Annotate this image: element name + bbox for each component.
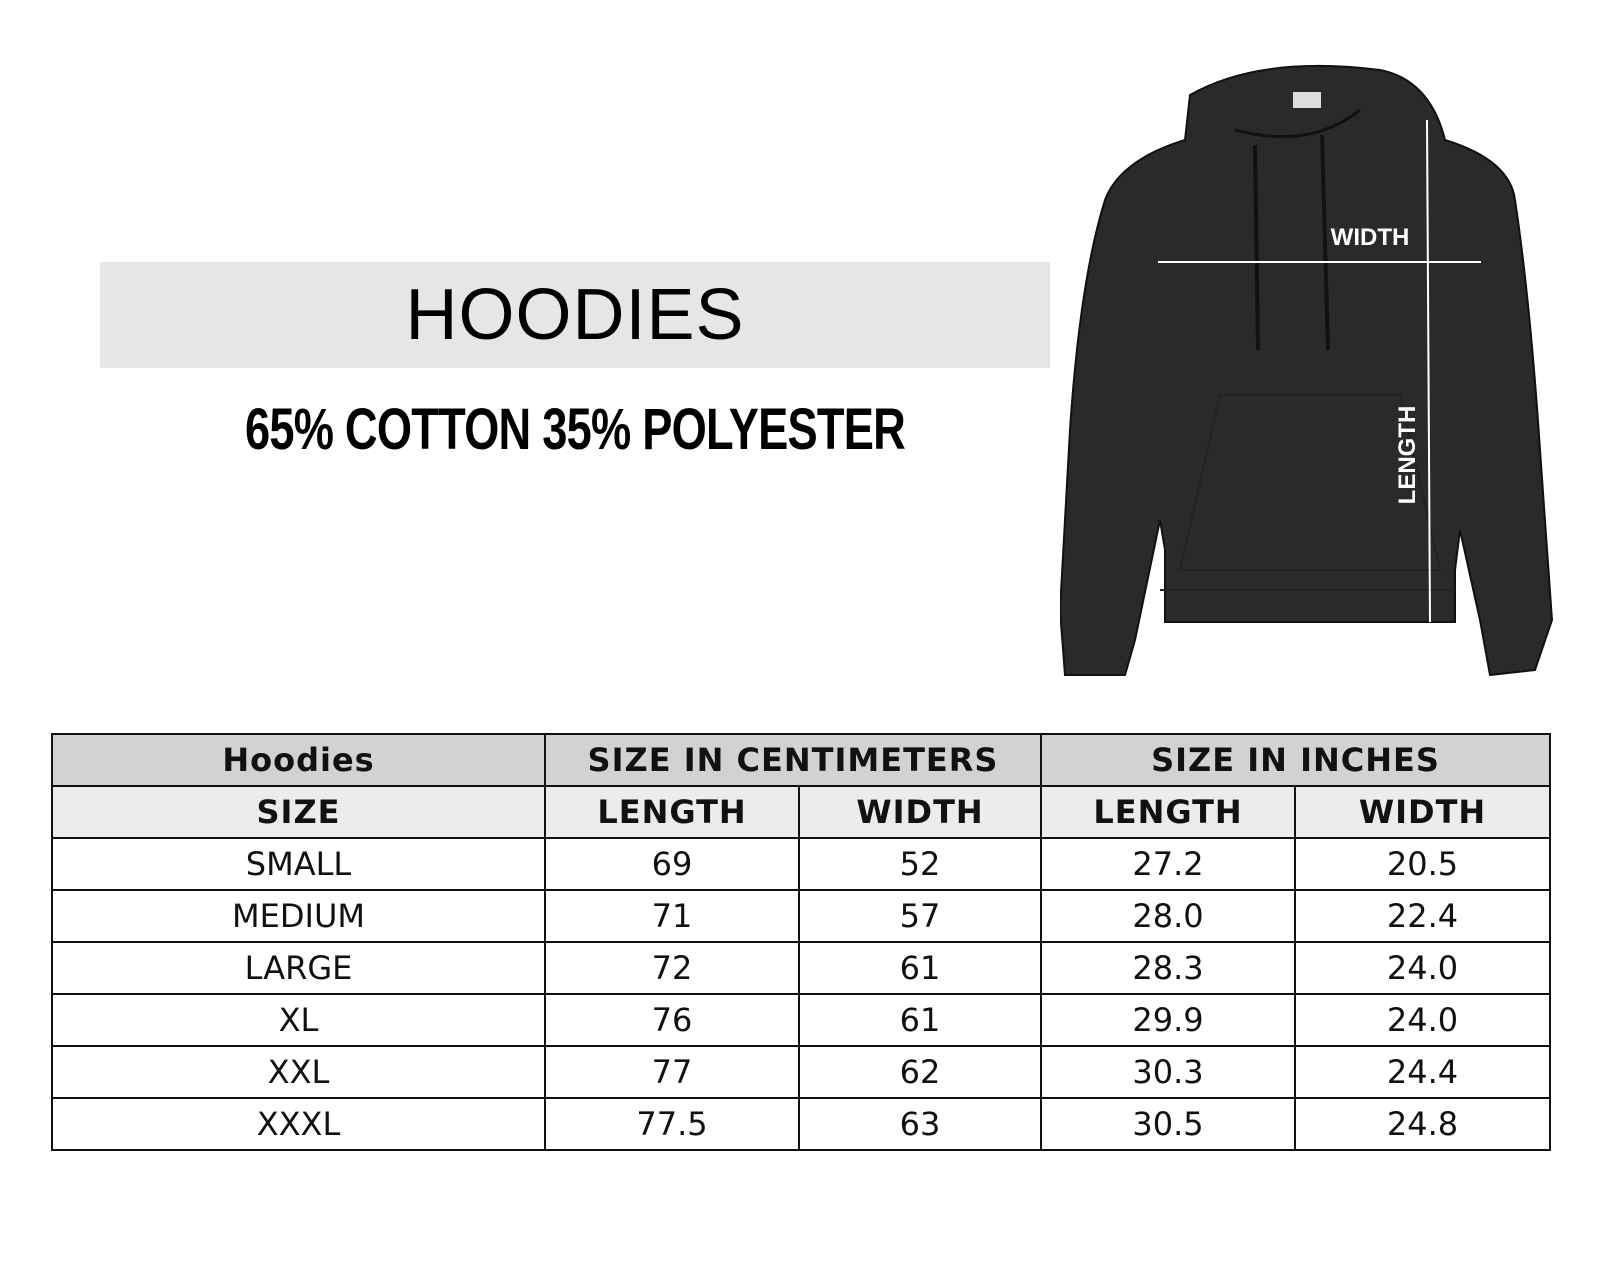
table-subheader-row: SIZE LENGTH WIDTH LENGTH WIDTH (51, 785, 1552, 839)
header-in-length: LENGTH (1040, 785, 1297, 839)
cell-in-length: 30.3 (1040, 1045, 1297, 1099)
cell-in-length: 27.2 (1040, 837, 1297, 891)
header-cm-length: LENGTH (544, 785, 800, 839)
header-centimeters: SIZE IN CENTIMETERS (543, 733, 1043, 787)
cell-cm-length: 76 (544, 993, 800, 1047)
cell-in-width: 22.4 (1294, 889, 1552, 943)
width-label: WIDTH (1331, 224, 1410, 251)
title-banner: HOODIES (100, 262, 1050, 368)
table-row: XL 76 61 29.9 24.0 (51, 993, 1552, 1047)
cell-in-width: 24.0 (1294, 941, 1552, 995)
cell-cm-width: 62 (797, 1045, 1043, 1099)
cell-in-length: 28.0 (1040, 889, 1297, 943)
cell-cm-width: 61 (797, 941, 1043, 995)
table-header-row: Hoodies SIZE IN CENTIMETERS SIZE IN INCH… (51, 733, 1552, 787)
size-table: Hoodies SIZE IN CENTIMETERS SIZE IN INCH… (51, 733, 1552, 1151)
cell-size: XL (51, 993, 546, 1047)
cell-cm-length: 72 (544, 941, 800, 995)
header-product: Hoodies (51, 733, 546, 787)
cell-cm-length: 69 (544, 837, 800, 891)
table-row: MEDIUM 71 57 28.0 22.4 (51, 889, 1552, 943)
length-label: LENGTH (1394, 406, 1421, 505)
cell-in-length: 29.9 (1040, 993, 1297, 1047)
cell-size: LARGE (51, 941, 546, 995)
length-measure-line (1426, 119, 1431, 623)
cell-in-length: 28.3 (1040, 941, 1297, 995)
header-inches: SIZE IN INCHES (1040, 733, 1552, 787)
table-row: XXL 77 62 30.3 24.4 (51, 1045, 1552, 1099)
cell-size: SMALL (51, 837, 546, 891)
table-row: SMALL 69 52 27.2 20.5 (51, 837, 1552, 891)
cell-cm-width: 57 (797, 889, 1043, 943)
material-subtitle: 65% COTTON 35% POLYESTER (244, 397, 906, 462)
cell-in-width: 20.5 (1294, 837, 1552, 891)
cell-cm-length: 77.5 (544, 1097, 800, 1151)
hoodie-diagram: WIDTH LENGTH (1060, 64, 1554, 677)
cell-in-width: 24.8 (1294, 1097, 1552, 1151)
header-in-width: WIDTH (1294, 785, 1552, 839)
hoodie-body (1060, 64, 1554, 677)
table-row: LARGE 72 61 28.3 24.0 (51, 941, 1552, 995)
cell-size: MEDIUM (51, 889, 546, 943)
cell-in-width: 24.4 (1294, 1045, 1552, 1099)
cell-size: XXXL (51, 1097, 546, 1151)
cell-in-width: 24.0 (1294, 993, 1552, 1047)
page-title: HOODIES (405, 275, 745, 355)
cell-size: XXL (51, 1045, 546, 1099)
table-row: XXXL 77.5 63 30.5 24.8 (51, 1097, 1552, 1151)
header-size: SIZE (51, 785, 546, 839)
cell-cm-width: 52 (797, 837, 1043, 891)
header-cm-width: WIDTH (797, 785, 1043, 839)
cell-cm-width: 61 (797, 993, 1043, 1047)
cell-in-length: 30.5 (1040, 1097, 1297, 1151)
cell-cm-length: 77 (544, 1045, 800, 1099)
cell-cm-width: 63 (797, 1097, 1043, 1151)
cell-cm-length: 71 (544, 889, 800, 943)
